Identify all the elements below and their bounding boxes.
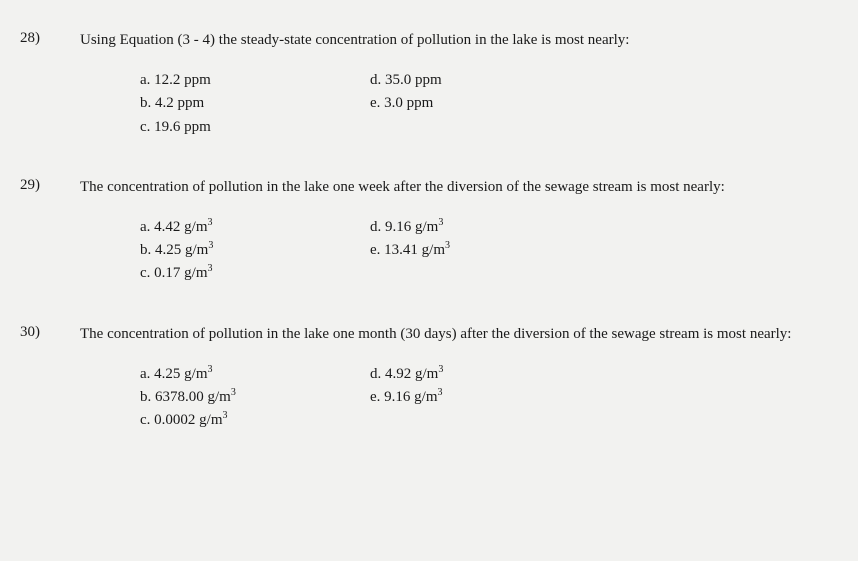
option-a: a. 12.2 ppm [140,69,370,92]
question-number: 28) [20,30,60,139]
superscript: 3 [208,263,213,274]
question-text: The concentration of pollution in the la… [80,324,828,345]
superscript: 3 [438,364,443,375]
question-body: The concentration of pollution in the la… [60,177,828,286]
superscript: 3 [438,217,443,228]
question-text: Using Equation (3 - 4) the steady-state … [80,30,828,51]
option-text: e. 9.16 g/m [370,389,438,405]
option-text: d. 9.16 g/m [370,219,438,235]
option-text: a. 4.42 g/m [140,219,208,235]
option-b: b. 4.2 ppm [140,92,370,115]
option-b: b. 4.25 g/m3 [140,239,370,262]
option-d: d. 9.16 g/m3 [370,216,450,239]
option-e: e. 9.16 g/m3 [370,386,443,409]
options-col-right: d. 9.16 g/m3 e. 13.41 g/m3 [370,216,450,286]
superscript: 3 [208,217,213,228]
option-text: b. 4.25 g/m [140,242,208,258]
option-c: c. 19.6 ppm [140,116,370,139]
option-a: a. 4.42 g/m3 [140,216,370,239]
option-a: a. 4.25 g/m3 [140,363,370,386]
option-text: a. 4.25 g/m [140,366,208,382]
superscript: 3 [438,387,443,398]
options-row: a. 4.25 g/m3 b. 6378.00 g/m3 c. 0.0002 g… [80,363,828,433]
options-row: a. 4.42 g/m3 b. 4.25 g/m3 c. 0.17 g/m3 d… [80,216,828,286]
options-row: a. 12.2 ppm b. 4.2 ppm c. 19.6 ppm d. 35… [80,69,828,139]
option-text: c. 0.17 g/m [140,265,208,281]
option-e: e. 13.41 g/m3 [370,239,450,262]
options-col-right: d. 4.92 g/m3 e. 9.16 g/m3 [370,363,443,433]
superscript: 3 [231,387,236,398]
option-c: c. 0.0002 g/m3 [140,409,370,432]
question-body: Using Equation (3 - 4) the steady-state … [60,30,828,139]
option-text: d. 4.92 g/m [370,366,438,382]
question-28: 28) Using Equation (3 - 4) the steady-st… [20,30,828,139]
question-number: 30) [20,324,60,433]
superscript: 3 [208,240,213,251]
option-d: d. 4.92 g/m3 [370,363,443,386]
option-text: c. 0.0002 g/m [140,412,223,428]
superscript: 3 [208,364,213,375]
superscript: 3 [223,410,228,421]
question-30: 30) The concentration of pollution in th… [20,324,828,433]
option-e: e. 3.0 ppm [370,92,442,115]
question-text: The concentration of pollution in the la… [80,177,828,198]
option-d: d. 35.0 ppm [370,69,442,92]
option-c: c. 0.17 g/m3 [140,262,370,285]
question-body: The concentration of pollution in the la… [60,324,828,433]
options-col-right: d. 35.0 ppm e. 3.0 ppm [370,69,442,139]
options-col-left: a. 4.25 g/m3 b. 6378.00 g/m3 c. 0.0002 g… [140,363,370,433]
superscript: 3 [445,240,450,251]
options-col-left: a. 4.42 g/m3 b. 4.25 g/m3 c. 0.17 g/m3 [140,216,370,286]
question-29: 29) The concentration of pollution in th… [20,177,828,286]
options-col-left: a. 12.2 ppm b. 4.2 ppm c. 19.6 ppm [140,69,370,139]
question-number: 29) [20,177,60,286]
option-b: b. 6378.00 g/m3 [140,386,370,409]
option-text: e. 13.41 g/m [370,242,445,258]
option-text: b. 6378.00 g/m [140,389,231,405]
